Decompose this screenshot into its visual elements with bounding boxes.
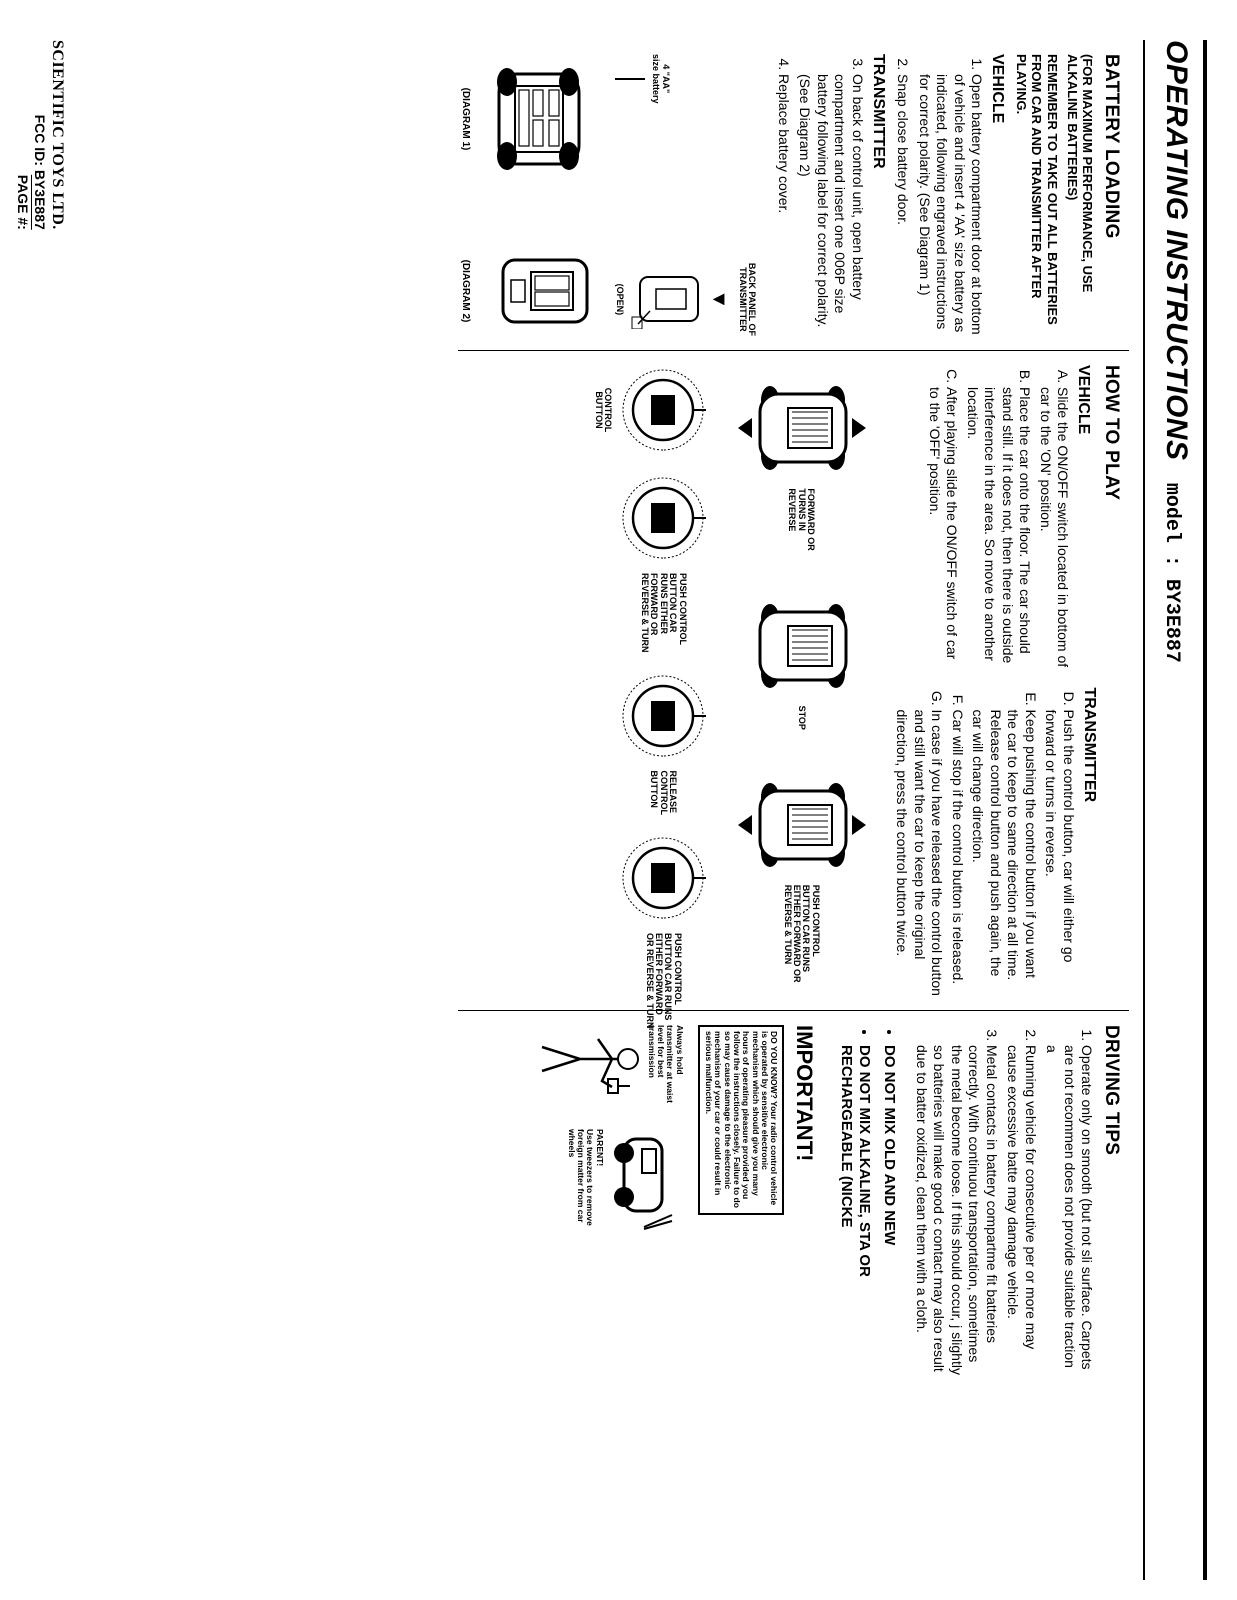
step-c: After playing slide the ON/OFF switch of… <box>925 387 960 674</box>
label-push-2: PUSH CONTROL BUTTON CAR RUNS EITHER FORW… <box>639 573 686 653</box>
label-open: (OPEN) <box>615 284 624 316</box>
note-parent: PARENT! Use tweezers to remove foreign m… <box>566 1129 603 1249</box>
heading-transmitter: TRANSMITTER <box>868 54 888 336</box>
fcc-id: FCC ID: BY3E887 <box>31 40 48 230</box>
heading-driving-tips: DRIVING TIPS <box>1099 1025 1123 1376</box>
brand-name: SCIENTIFIC TOYS LTD. <box>48 40 67 230</box>
page-number-label: PAGE #: <box>14 40 31 230</box>
page-title: OPERATING INSTRUCTIONS <box>1159 40 1193 460</box>
arrow-down-icon: ▼ <box>706 290 731 310</box>
note-alkaline: (FOR MAXIMUM PERFORMANCE, USE ALKALINE B… <box>1064 54 1095 336</box>
remote-4-icon <box>618 833 708 923</box>
step-f: Car will stop if the control button is r… <box>949 710 967 997</box>
label-forward-reverse: FORWARD OR TURNS IN REVERSE <box>787 488 815 550</box>
tip-2: Running vehicle for consecutive per or m… <box>1004 1045 1039 1376</box>
step-4: Replace battery cover. <box>774 74 792 336</box>
diagram-2-icon <box>477 246 597 336</box>
remote-2-icon <box>618 473 708 563</box>
label-aa: 4 "AA" size battery <box>615 54 670 104</box>
heading-vehicle-2: VEHICLE <box>1073 365 1093 674</box>
column-battery: BATTERY LOADING (FOR MAXIMUM PERFORMANCE… <box>458 40 1129 350</box>
label-diagram-1: (DIAGRAM 1) <box>458 88 471 151</box>
footer: SCIENTIFIC TOYS LTD. FCC ID: BY3E887 PAG… <box>14 40 67 230</box>
step-e: Keep pushing the control button if you w… <box>969 710 1039 997</box>
diagram-1-icon <box>477 54 597 184</box>
column-driving-tips: DRIVING TIPS Operate only on smooth (but… <box>458 1010 1129 1390</box>
note-do-you-know: DO YOU KNOW? Your radio control vehicle … <box>704 1031 779 1209</box>
model-label: model : BY3E887 <box>1160 483 1183 663</box>
step-1: Open battery compartment door at bottom … <box>915 74 985 336</box>
note-hold-transmitter: Always hold transmitter at waist level f… <box>646 1025 683 1115</box>
person-with-remote-icon <box>532 1025 642 1105</box>
car-tweezers-icon <box>604 1129 684 1239</box>
heading-transmitter-2: TRANSMITTER <box>1079 688 1099 997</box>
step-b: Place the car onto the floor. The car sh… <box>963 387 1033 674</box>
tip-1: Operate only on smooth (but not sli surf… <box>1043 1045 1096 1376</box>
note-remove-batteries: REMEMBER TO TAKE OUT ALL BATTERIES FROM … <box>1013 54 1060 336</box>
label-release: RELEASE CONTROL BUTTON <box>649 771 677 816</box>
heading-important: IMPORTANT! <box>791 1025 819 1376</box>
step-2: Snap close battery door. <box>894 74 912 336</box>
divider <box>1143 40 1145 1580</box>
car-stop-icon <box>736 596 866 696</box>
tip-3: Metal contacts in battery compartme fit … <box>912 1045 1000 1376</box>
label-push-1: PUSH CONTROL BUTTON CAR RUNS EITHER FORW… <box>782 885 820 983</box>
step-a: Slide the ON/OFF switch located in botto… <box>1036 387 1071 674</box>
bullet-2: DO NOT MIX ALKALINE, STA OR RECHARGEABLE… <box>836 1045 874 1376</box>
diagram-transmitter-back-icon <box>630 269 700 329</box>
column-how-to-play: HOW TO PLAY VEHICLE Slide the ON/OFF swi… <box>458 350 1129 1010</box>
remote-3-icon <box>618 671 708 761</box>
step-3: On back of control unit, open battery co… <box>796 74 866 336</box>
label-stop: STOP <box>796 706 805 730</box>
step-g: In case if you have released the control… <box>893 710 946 997</box>
label-back-panel: BACK PANEL OF TRANSMITTER <box>737 263 756 336</box>
remote-1-icon <box>618 365 708 455</box>
label-control-button: CONTROL BUTTON <box>593 388 612 433</box>
step-d: Push the control button, car will either… <box>1042 710 1077 997</box>
car-push-icon <box>736 775 866 875</box>
bullet-1: DO NOT MIX OLD AND NEW <box>880 1045 899 1376</box>
label-diagram-2: (DIAGRAM 2) <box>458 260 471 323</box>
heading-vehicle: VEHICLE <box>987 54 1007 336</box>
car-forward-icon <box>736 378 866 478</box>
heading-battery-loading: BATTERY LOADING <box>1099 54 1123 336</box>
heading-how-to-play: HOW TO PLAY <box>1099 365 1123 674</box>
